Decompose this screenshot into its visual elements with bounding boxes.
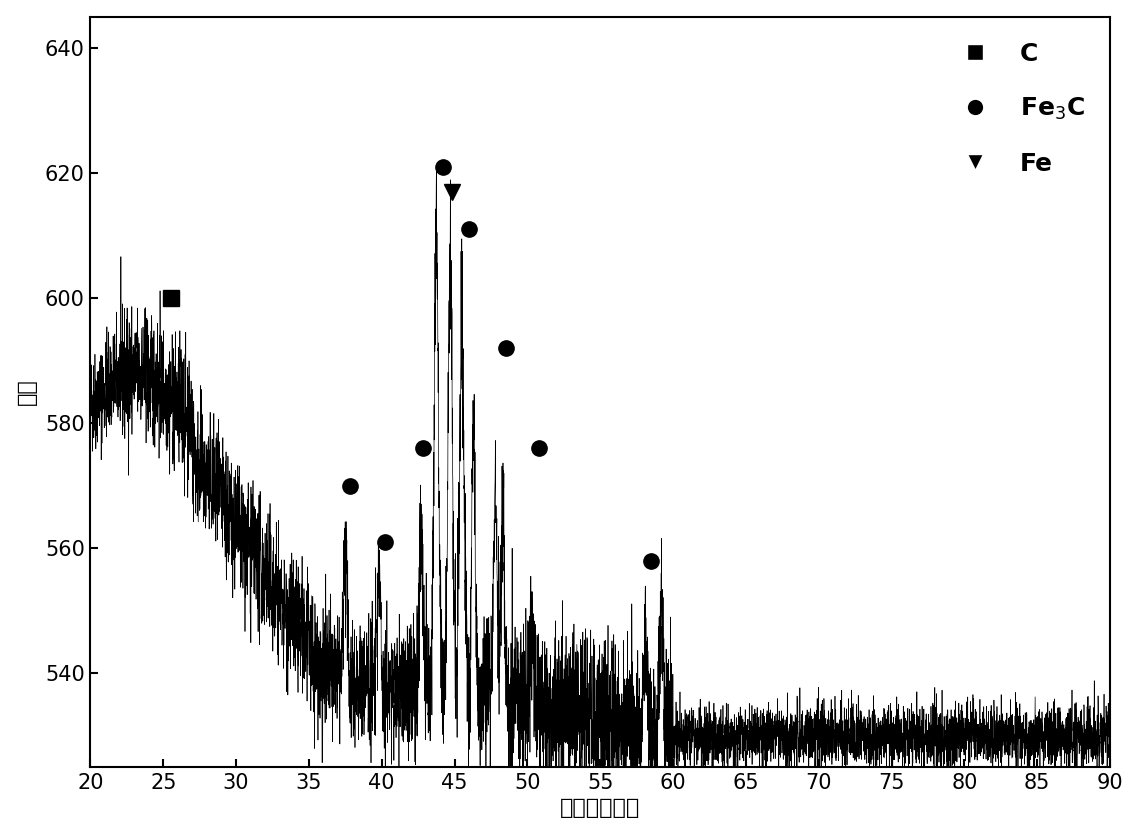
Legend: C, Fe$_3$C, Fe: C, Fe$_3$C, Fe	[938, 29, 1098, 189]
X-axis label: 衍射角（度）: 衍射角（度）	[560, 798, 641, 818]
Y-axis label: 强度: 强度	[17, 378, 36, 405]
